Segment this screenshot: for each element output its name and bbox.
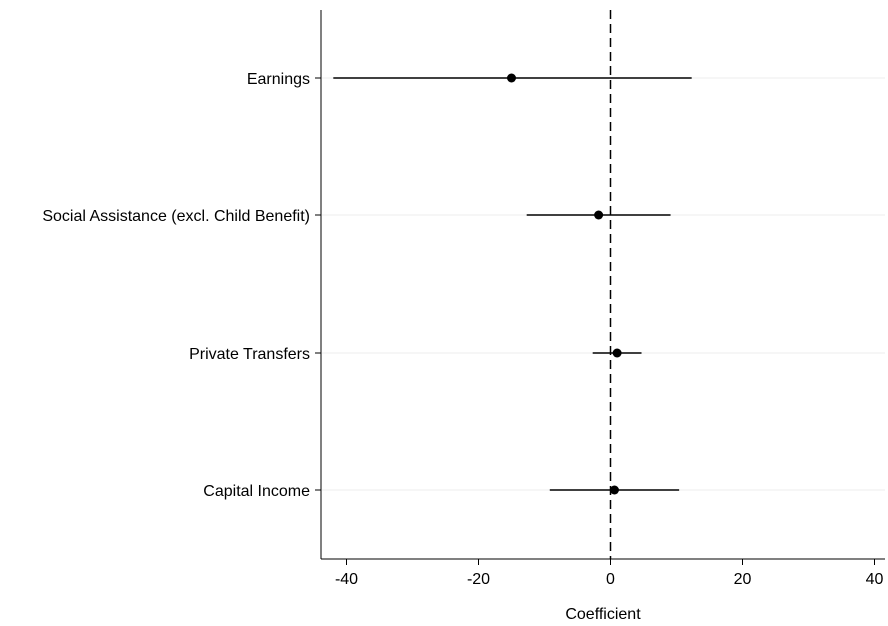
point-estimate	[609, 485, 619, 495]
x-tick-label: -20	[467, 571, 490, 588]
x-tick-label: 0	[606, 571, 615, 588]
category-label: Earnings	[247, 71, 310, 88]
point-estimates	[507, 73, 622, 495]
point-estimate	[507, 73, 516, 83]
category-label: Private Transfers	[189, 346, 310, 363]
point-estimate	[612, 348, 622, 358]
confidence-intervals	[333, 77, 692, 491]
y-ticks: Earnings Social Assistance (excl. Child B…	[42, 71, 321, 500]
x-axis-title: Coefficient	[565, 606, 641, 623]
point-estimate	[594, 210, 604, 220]
category-label: Social Assistance (excl. Child Benefit)	[42, 208, 310, 225]
x-ticks: -40 -20 0 20 40	[335, 559, 884, 588]
category-label: Capital Income	[203, 483, 310, 500]
axes	[320, 10, 885, 560]
x-tick-label: -40	[335, 571, 358, 588]
grid-lines	[322, 77, 885, 491]
x-tick-label: 20	[734, 571, 752, 588]
x-tick-label: 40	[866, 571, 884, 588]
